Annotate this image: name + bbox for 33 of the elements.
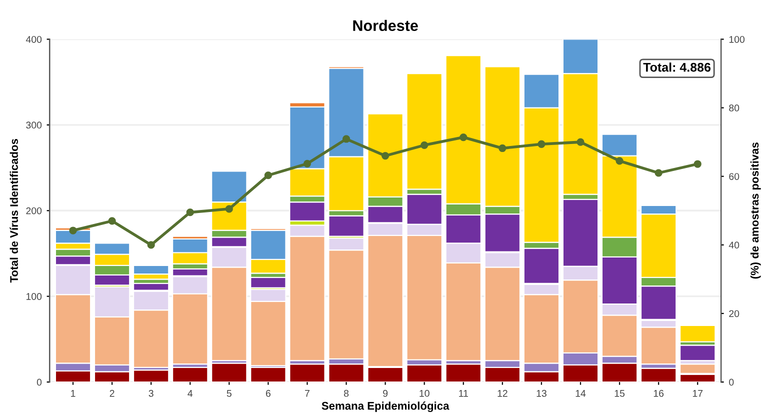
y2-tick-label: 40 — [728, 242, 740, 249]
x-axis-title: Semana Epidemiológica — [322, 402, 450, 412]
x-tick-label: 4 — [188, 390, 193, 397]
x-tick-label: 10 — [420, 390, 430, 397]
y-tick-label: 100 — [26, 293, 42, 300]
x-tick-label: 11 — [459, 390, 468, 397]
x-tick-label: 1 — [71, 390, 76, 397]
x-tick-label: 9 — [383, 390, 388, 397]
chart-title: Nordeste — [353, 20, 418, 32]
x-tick-label: 13 — [536, 390, 546, 397]
y2-tick-label: 100 — [729, 36, 745, 43]
x-tick-label: 7 — [305, 390, 310, 397]
x-tick-label: 17 — [692, 390, 703, 397]
x-tick-label: 6 — [266, 390, 270, 397]
x-tick-label: 14 — [576, 390, 586, 397]
x-tick-label: 8 — [344, 390, 349, 397]
x-tick-label: 15 — [614, 390, 625, 397]
y-tick-label: 0 — [36, 378, 42, 386]
y-tick-label: 200 — [26, 207, 42, 214]
x-tick-label: 12 — [498, 390, 508, 397]
x-tick-label: 5 — [226, 390, 232, 397]
x-tick-label: 16 — [654, 390, 664, 397]
x-tick-label: 3 — [148, 390, 154, 397]
y-axis-title: Total de Vírus Identificados — [10, 138, 18, 283]
annotation: Total: 4.886 — [643, 62, 711, 72]
y2-tick-label: 60 — [729, 173, 740, 180]
y-tick-label: 300 — [26, 122, 42, 129]
y2-tick-label: 80 — [729, 104, 740, 112]
x-tick-label: 2 — [110, 390, 114, 397]
y2-axis-title: (%) de amostras positivas — [750, 142, 761, 279]
y2-tick-label: 0 — [729, 378, 734, 386]
y2-tick-label: 20 — [729, 310, 740, 318]
y-tick-label: 400 — [26, 36, 42, 43]
